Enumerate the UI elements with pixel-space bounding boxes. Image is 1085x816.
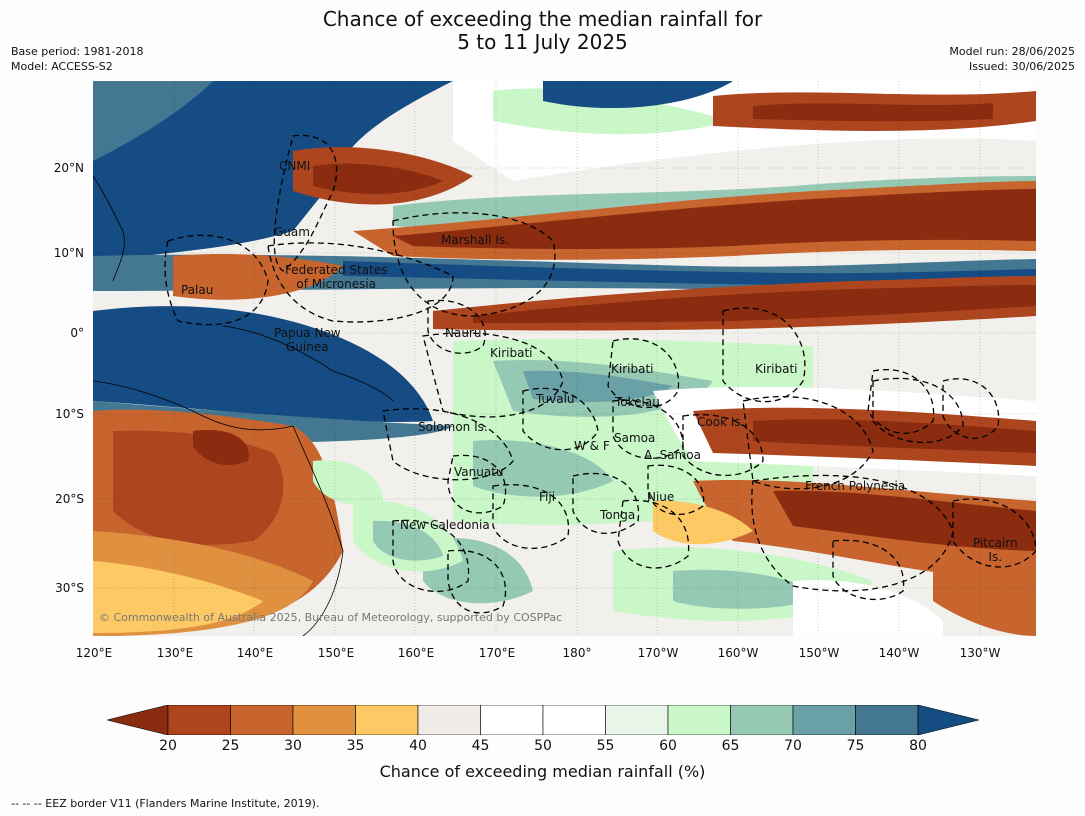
- label-samoa: Samoa: [614, 431, 656, 445]
- y-tick: 20°S: [55, 492, 84, 506]
- y-tick: 0°: [70, 326, 84, 340]
- colorbar-tick: 70: [784, 738, 802, 754]
- model-run: Model run: 28/06/2025: [949, 45, 1075, 58]
- label-fsm: Federated States of Micronesia: [285, 263, 387, 291]
- colorbar-tick: 35: [346, 738, 365, 754]
- label-png-line1: Papua New: [274, 326, 341, 340]
- label-palau: Palau: [181, 283, 214, 297]
- label-kiribati-east: Kiribati: [755, 362, 798, 376]
- x-tick: 140°W: [878, 646, 920, 660]
- colorbar-label: Chance of exceeding median rainfall (%): [379, 762, 706, 781]
- label-american-samoa: A. Samoa: [644, 448, 701, 462]
- x-tick: 170°W: [637, 646, 679, 660]
- rainfall-map: CNMI Guam Marshall Is. Federated States …: [93, 81, 1036, 636]
- meta-right: Model run: 28/06/2025 Issued: 30/06/2025: [949, 44, 1075, 74]
- label-tonga: Tonga: [600, 508, 636, 522]
- title-line-2: 5 to 11 July 2025: [457, 30, 628, 54]
- colorbar-tick: 30: [284, 738, 302, 754]
- label-guam: Guam: [274, 225, 310, 239]
- x-tick: 150°W: [798, 646, 840, 660]
- colorbar-tick: 55: [596, 738, 615, 754]
- x-tick: 160°E: [397, 646, 435, 660]
- title-line-1: Chance of exceeding the median rainfall …: [322, 7, 763, 31]
- map-title: Chance of exceeding the median rainfall …: [0, 8, 1085, 54]
- x-tick: 120°E: [75, 646, 113, 660]
- x-tick: 130°E: [156, 646, 194, 660]
- x-tick: 180°: [562, 646, 592, 660]
- model-name: Model: ACCESS-S2: [11, 60, 113, 73]
- label-fsm-line2: of Micronesia: [296, 277, 377, 291]
- issued-date: Issued: 30/06/2025: [968, 60, 1075, 73]
- label-png-line2: Guinea: [286, 340, 329, 354]
- label-kiribati-west: Kiribati: [490, 346, 533, 360]
- colorbar-tick: 80: [909, 738, 927, 754]
- x-tick: 170°E: [478, 646, 516, 660]
- base-period: Base period: 1981-2018: [11, 45, 144, 58]
- y-tick: 30°S: [55, 581, 84, 595]
- label-nauru: Nauru: [445, 326, 482, 340]
- x-tick: 150°E: [317, 646, 355, 660]
- label-wallis-futuna: W & F: [574, 439, 610, 453]
- colorbar-tick: 45: [471, 738, 490, 754]
- x-tick: 160°W: [717, 646, 759, 660]
- label-marshall-islands: Marshall Is.: [441, 233, 509, 247]
- label-tokelau: Tokelau: [615, 395, 660, 409]
- label-pitcairn-line1: Pitcairn: [973, 536, 1018, 550]
- colorbar-tick: 20: [159, 738, 177, 754]
- label-cook-islands: Cook Is.: [697, 415, 745, 429]
- label-fsm-line1: Federated States: [285, 263, 388, 277]
- label-cnmi: CNMI: [279, 159, 311, 173]
- colorbar-tick: 65: [721, 738, 740, 754]
- label-png: Papua New Guinea: [274, 326, 341, 354]
- label-kiribati-central: Kiribati: [611, 362, 654, 376]
- copyright-notice: © Commonwealth of Australia 2025, Bureau…: [99, 611, 563, 624]
- label-niue: Niue: [647, 490, 675, 504]
- meta-left: Base period: 1981-2018 Model: ACCESS-S2: [11, 44, 143, 74]
- label-fiji: Fiji: [539, 490, 556, 504]
- x-tick: 130°W: [959, 646, 1001, 660]
- y-tick: 20°N: [53, 161, 84, 175]
- label-tuvalu: Tuvalu: [536, 392, 575, 406]
- eez-footnote: -- -- -- EEZ border V11 (Flanders Marine…: [11, 797, 320, 810]
- colorbar-tick: 60: [659, 738, 677, 754]
- label-solomon-islands: Solomon Is.: [418, 420, 488, 434]
- colorbar-tick: 75: [846, 738, 865, 754]
- colorbar: [107, 705, 979, 735]
- label-pitcairn: Pitcairn Is.: [973, 536, 1018, 564]
- y-tick: 10°S: [55, 407, 84, 421]
- map-canvas: [93, 81, 1036, 636]
- label-vanuatu: Vanuatu: [454, 465, 504, 479]
- colorbar-tick: 50: [534, 738, 552, 754]
- label-new-caledonia: New Caledonia: [400, 518, 490, 532]
- y-tick: 10°N: [53, 246, 84, 260]
- label-pitcairn-line2: Is.: [988, 550, 1003, 564]
- colorbar-tick: 40: [409, 738, 427, 754]
- x-tick: 140°E: [236, 646, 274, 660]
- colorbar-tick: 25: [221, 738, 240, 754]
- label-french-polynesia: French Polynesia: [805, 479, 906, 493]
